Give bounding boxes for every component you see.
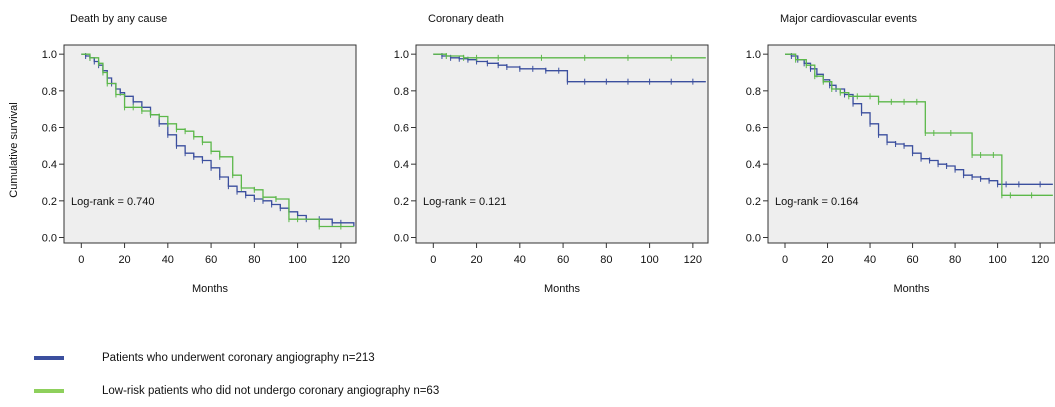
panel-1-log-rank-annotation: Log-rank = 0.740 [71,196,154,208]
panel-1-x-tick-label: 20 [118,254,130,266]
panel-2-y-tick-label: 1.0 [394,49,409,61]
panel-2-y-tick-label: 0.0 [394,233,409,245]
panel-1-plot-area [63,44,357,244]
panel-2-x-tick-label: 40 [514,254,526,266]
panel-1-x-tick-label: 0 [78,254,84,266]
panel-1-y-tick-label: 0.0 [42,233,57,245]
legend-label-low-risk: Low-risk patients who did not undergo co… [102,385,440,397]
y-axis-title: Cumulative survival [8,102,20,197]
panel-2-x-tick-label: 0 [430,254,436,266]
panel-1-x-tick-label: 120 [332,254,350,266]
panel-2-y-tick-label: 0.8 [394,86,409,98]
legend-swatch-low-risk [34,389,64,393]
panel-2-y-tick-label: 0.4 [394,159,409,171]
legend-label-underwent: Patients who underwent coronary angiogra… [102,352,375,364]
legend-item-underwent: Patients who underwent coronary angiogra… [34,350,375,366]
panel-1-y-tick-label: 0.4 [42,159,57,171]
panel-1-y-tick-label: 0.2 [42,196,57,208]
panel-3-y-tick-label: 0.8 [746,86,761,98]
panel-2-x-tick-label: 60 [557,254,569,266]
panel-1-x-tick-label: 60 [205,254,217,266]
panel-1-y-tick-label: 1.0 [42,49,57,61]
panel-3-y-tick-label: 0.6 [746,123,761,135]
panel-2-x-tick-label: 20 [470,254,482,266]
panel-1-x-tick-label: 80 [248,254,260,266]
panel-2-x-tick-label: 120 [684,254,702,266]
panel-2-log-rank-annotation: Log-rank = 0.121 [423,196,506,208]
panel-3-x-tick-label: 20 [821,254,833,266]
panel-1-x-tick-label: 100 [288,254,306,266]
legend-item-low-risk: Low-risk patients who did not undergo co… [34,383,439,399]
panel-3-x-tick-label: 100 [988,254,1006,266]
panel-3-y-tick-label: 0.0 [746,233,761,245]
panel-1-x-axis-title: Months [192,283,229,295]
panel-1-title: Death by any cause [70,13,167,25]
panel-2-y-tick-label: 0.6 [394,123,409,135]
panel-2-x-tick-label: 80 [600,254,612,266]
panel-3-title: Major cardiovascular events [780,13,917,25]
panel-1-x-tick-label: 40 [162,254,174,266]
panel-3-log-rank-annotation: Log-rank = 0.164 [775,196,858,208]
panel-3-x-tick-label: 120 [1031,254,1049,266]
panel-3-series-low-risk [785,53,1053,196]
panel-3-x-tick-label: 40 [864,254,876,266]
panel-2-x-tick-label: 100 [640,254,658,266]
panel-2-x-axis-title: Months [544,283,581,295]
panel-3-plot-area [767,44,1055,244]
legend-swatch-underwent [34,356,64,360]
panel-1-y-tick-label: 0.6 [42,123,57,135]
panel-3-x-axis-title: Months [893,283,930,295]
panel-3-y-tick-label: 0.2 [746,196,761,208]
panel-2-plot-area [415,44,709,244]
panel-3-y-tick-label: 0.4 [746,159,761,171]
panel-2-title: Coronary death [428,13,504,25]
panel-1-y-tick-label: 0.8 [42,86,57,98]
panel-3-x-tick-label: 60 [906,254,918,266]
panel-3-x-tick-label: 0 [782,254,788,266]
panel-3-y-tick-label: 1.0 [746,49,761,61]
panel-3-x-tick-label: 80 [949,254,961,266]
panel-2-y-tick-label: 0.2 [394,196,409,208]
